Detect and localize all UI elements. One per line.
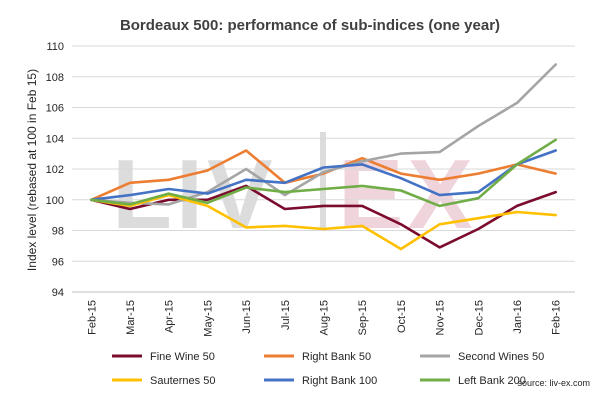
gridlines xyxy=(72,45,575,293)
series-lines xyxy=(90,63,558,251)
x-tick-label: Sep-15 xyxy=(357,300,369,335)
y-tick-label: 110 xyxy=(46,41,64,53)
x-tick-label: Dec-15 xyxy=(473,300,485,335)
legend-label: Second Wines 50 xyxy=(458,351,544,363)
x-tick-label: Apr-15 xyxy=(164,300,176,333)
x-axis-ticks: Feb-15 Mar-15 Apr-15 May-15 Jun-15 Jul-15 Aug-… xyxy=(86,300,562,337)
y-axis-title: Index level (rebased at 100 in Feb 15) xyxy=(25,69,39,271)
series-line-sauternes-50 xyxy=(90,193,558,251)
x-tick-label: May-15 xyxy=(202,300,214,337)
y-axis-ticks: 94 96 98 100 102 104 106 108 110 xyxy=(46,41,64,299)
legend-item: Sauternes 50 xyxy=(112,375,215,387)
series-line-fine-wine-50 xyxy=(90,184,558,249)
legend-label: Fine Wine 50 xyxy=(150,351,215,363)
watermark-divider xyxy=(320,132,326,228)
x-tick-label: Jun-15 xyxy=(241,300,253,334)
y-tick-label: 98 xyxy=(52,226,64,238)
legend-label: Sauternes 50 xyxy=(150,375,215,387)
x-tick-label: Jul-15 xyxy=(280,300,292,330)
y-tick-label: 96 xyxy=(52,256,64,268)
chart-title: Bordeaux 500: performance of sub-indices… xyxy=(120,17,500,34)
y-tick-label: 100 xyxy=(46,195,64,207)
x-tick-label: Oct-15 xyxy=(396,300,408,333)
legend-label: Right Bank 50 xyxy=(302,351,371,363)
source-label: source: liv-ex.com xyxy=(517,378,590,388)
y-tick-label: 108 xyxy=(46,72,64,84)
legend: Fine Wine 50 Right Bank 50 Second Wines 50… xyxy=(112,351,544,387)
legend-item: Left Bank 200 xyxy=(420,375,526,387)
x-tick-label: Feb-15 xyxy=(86,300,98,335)
x-tick-label: Aug-15 xyxy=(319,300,331,335)
legend-label: Left Bank 200 xyxy=(458,375,526,387)
legend-item: Fine Wine 50 xyxy=(112,351,215,363)
x-tick-label: Jan-16 xyxy=(512,300,524,334)
legend-item: Right Bank 50 xyxy=(264,351,371,363)
y-tick-label: 104 xyxy=(46,133,64,145)
legend-item: Right Bank 100 xyxy=(264,375,377,387)
series-line-left-bank-200 xyxy=(90,138,558,208)
legend-item: Second Wines 50 xyxy=(420,351,544,363)
y-tick-label: 94 xyxy=(52,287,64,299)
y-tick-label: 106 xyxy=(46,103,64,115)
x-tick-label: Mar-15 xyxy=(125,300,137,335)
legend-label: Right Bank 100 xyxy=(302,375,377,387)
y-tick-label: 102 xyxy=(46,164,64,176)
series-line-right-bank-100 xyxy=(90,149,558,202)
x-tick-label: Nov-15 xyxy=(435,300,447,335)
x-tick-label: Feb-16 xyxy=(551,300,563,335)
series-line-second-wines-50 xyxy=(90,63,558,206)
